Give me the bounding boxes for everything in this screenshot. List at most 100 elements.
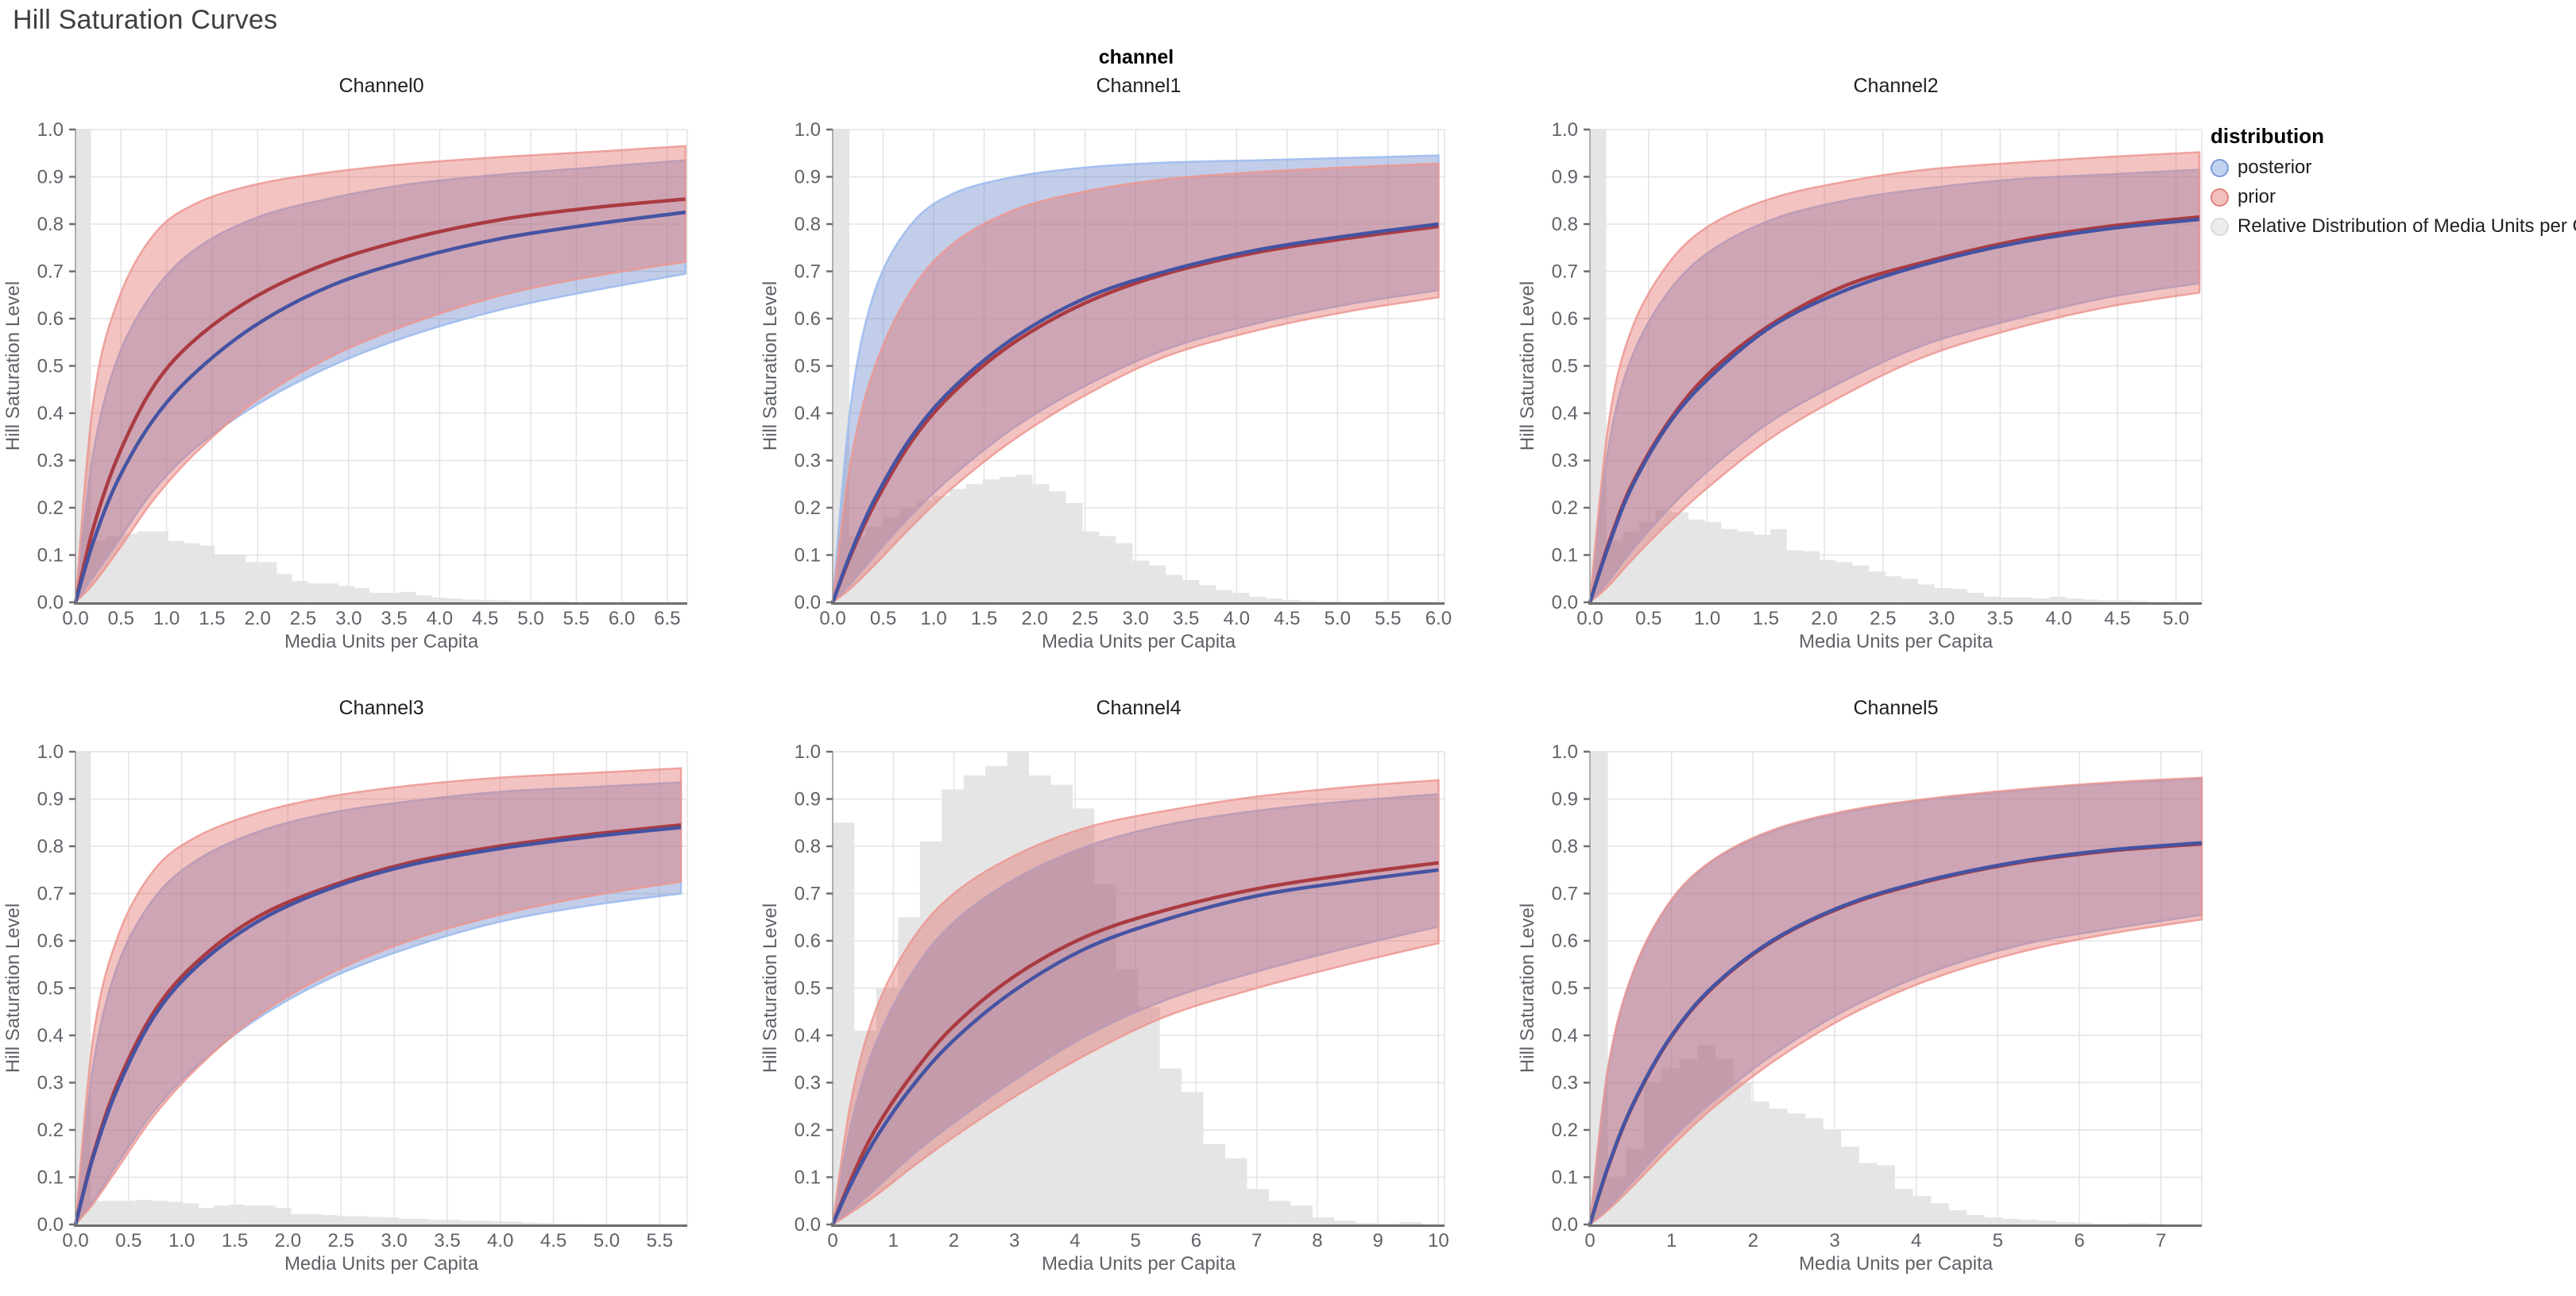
channel1-chart: Channel1 0.0 0.1 0.2 0.3 0.4 0.5 0.6 0.7 0.8 0.9 1.… [760,75,1452,652]
svg-text:2.0: 2.0 [1021,608,1047,629]
svg-text:1.5: 1.5 [971,608,997,629]
svg-text:5.0: 5.0 [517,608,543,629]
histogram-bar [246,562,261,602]
svg-text:2.5: 2.5 [1072,608,1098,629]
subplot-channel2: Channel2 0.0 0.1 0.2 0.3 0.4 0.5 0.6 0.7 0.8 0.9 1.… [1514,48,2272,670]
svg-text:0.3: 0.3 [37,1073,64,1094]
prior-mean-line [830,861,1439,1225]
histogram-bar [2021,1220,2039,1224]
posterior-mean-line [1588,217,2200,603]
channel5-chart: Channel5 0.0 0.1 0.2 0.3 0.4 0.5 0.6 0.7 0.8 0.9 1.… [1517,697,2203,1275]
svg-text:0.0: 0.0 [819,608,845,629]
histogram-bar [1399,1222,1422,1224]
svg-text:2: 2 [949,1230,959,1252]
svg-text:10: 10 [1428,1230,1449,1252]
y-axis-title: Hill Saturation Level [1517,281,1538,451]
svg-text:5.5: 5.5 [1375,608,1401,629]
svg-text:2.0: 2.0 [275,1230,301,1252]
x-tick-labels: 0 1 2 3 4 5 6 7 8 9 10 [827,1230,1449,1252]
axes [69,128,687,605]
svg-text:3: 3 [1009,1230,1019,1252]
svg-text:7: 7 [2156,1230,2166,1252]
histogram-bar [491,1221,507,1224]
histogram-bar [369,593,385,602]
histogram-bar [277,574,292,602]
histogram-bar [122,1201,137,1225]
svg-text:0.6: 0.6 [1552,930,1578,952]
svg-text:6.5: 6.5 [654,608,680,629]
histogram-bar [215,555,230,602]
histogram-bar [493,600,509,602]
legend-item-0[interactable]: posterior [2210,157,2576,179]
histogram-bar [338,586,354,602]
svg-text:0.5: 0.5 [37,356,64,377]
svg-text:0.5: 0.5 [1552,356,1578,377]
gridlines [1589,751,2203,1224]
histogram-bar [460,1221,476,1224]
histogram-bar [137,531,153,603]
svg-text:0.3: 0.3 [1552,1073,1578,1094]
posterior-mean-line [73,825,682,1225]
prior-credible-band [74,145,687,605]
histogram-bar [1299,601,1316,602]
x-axis-title: Media Units per Capita [284,631,479,652]
svg-text:0.5: 0.5 [795,978,821,1000]
y-axis-title: Hill Saturation Level [1517,903,1538,1073]
histogram-bar [1655,510,1673,602]
histogram-bar [1852,565,1870,602]
axes [1584,128,2202,605]
x-axis-title: Media Units per Capita [1799,631,1994,652]
subplot-title: Channel2 [1853,75,1938,97]
legend-item-1[interactable]: prior [2210,186,2576,208]
svg-text:0.2: 0.2 [795,1120,821,1141]
histogram-bar [1290,1205,1313,1224]
histogram-bar [1679,1058,1698,1225]
svg-text:0.2: 0.2 [37,497,64,519]
svg-text:0.5: 0.5 [37,978,64,1000]
svg-text:0.6: 0.6 [37,930,64,952]
prior-credible-band [1588,151,2201,605]
histogram-bar [91,540,106,602]
histogram-bar [1066,503,1083,602]
histogram-bar [942,789,964,1224]
svg-text:0: 0 [1584,1230,1595,1252]
gridlines [75,129,688,602]
subplot-title: Channel5 [1853,697,1938,719]
histogram-bar [168,1201,184,1224]
histogram-bar [1334,1221,1356,1224]
subplot-channel4: Channel4 0.0 0.1 0.2 0.3 0.4 0.5 0.6 0.7 0.8 0.9 1.… [757,670,1514,1292]
histogram-bar [1268,1201,1291,1225]
x-tick-labels: 0.0 0.5 1.0 1.5 2.0 2.5 3.0 3.5 4.0 4.5 5.0 5.5 [62,1230,673,1252]
histogram-bar [261,562,277,602]
svg-text:0.2: 0.2 [1552,497,1578,519]
svg-text:0.7: 0.7 [795,884,821,905]
svg-text:0.9: 0.9 [795,789,821,810]
legend-items: posterior prior Relative Distribution of M… [2210,157,2576,238]
histogram-bar [1913,1196,1932,1224]
svg-text:0.5: 0.5 [115,1230,141,1252]
histogram-bar [414,1218,430,1224]
histogram-bar [429,1220,446,1224]
histogram-bar [1149,565,1166,602]
histogram-bar [2074,1222,2093,1224]
svg-text:0.9: 0.9 [37,789,64,810]
legend-item-label: posterior [2238,157,2312,178]
histogram-bars [1590,752,2164,1225]
histogram-bar [1754,534,1771,602]
histogram-bar [1182,580,1200,602]
subplot-channel1: Channel1 0.0 0.1 0.2 0.3 0.4 0.5 0.6 0.7 0.8 0.9 1.… [757,48,1514,670]
svg-text:0.1: 0.1 [1552,1167,1578,1189]
y-tick-labels: 0.0 0.1 0.2 0.3 0.4 0.5 0.6 0.7 0.8 0.9 1.0 [1552,119,1578,613]
svg-text:2.5: 2.5 [1870,608,1896,629]
subplot-title: Channel3 [338,697,424,719]
legend-item-label: Relative Distribution of Media Units per… [2238,215,2576,237]
svg-text:1.0: 1.0 [920,608,946,629]
axes [826,128,1445,605]
svg-text:4: 4 [1911,1230,1921,1252]
svg-text:1.0: 1.0 [1552,119,1578,141]
histogram-bar [385,593,401,602]
legend-item-2[interactable]: Relative Distribution of Media Units per… [2210,215,2576,238]
histogram-bar [199,545,215,602]
histogram-bar [2082,599,2099,602]
